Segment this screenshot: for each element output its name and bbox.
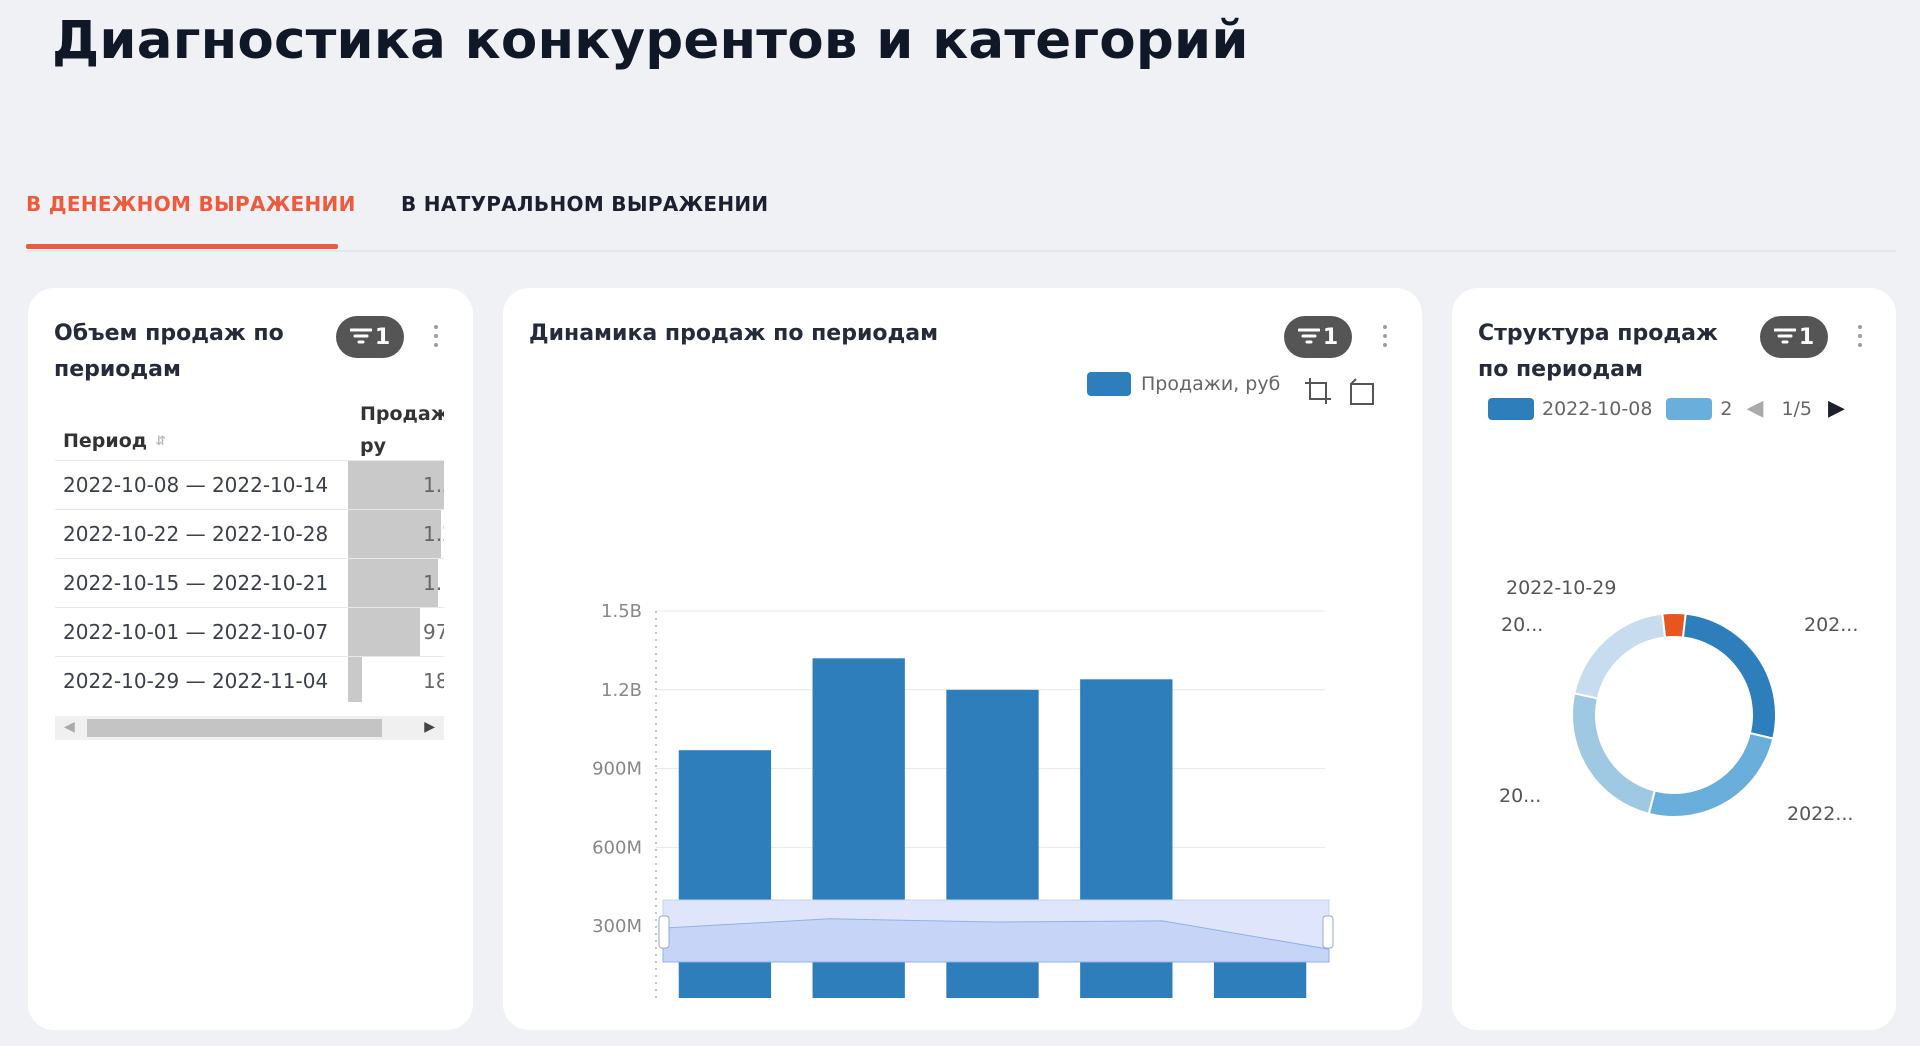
slice-label: 20... xyxy=(1499,785,1541,807)
value-bar xyxy=(348,608,420,656)
cell-period: 2022-10-08 — 2022-10-14 xyxy=(63,473,329,497)
value-bar xyxy=(348,657,362,702)
card-title: Структура продаж по периодам xyxy=(1478,321,1718,382)
slice-label: 20... xyxy=(1501,614,1543,636)
data-zoom-preview xyxy=(662,918,1330,963)
donut-slice[interactable] xyxy=(1571,692,1656,816)
value-bar xyxy=(348,559,438,607)
table-row[interactable]: 2022-10-01 — 2022-10-07 97 xyxy=(55,607,444,656)
legend-page-indicator: 1/5 xyxy=(1781,397,1813,420)
legend-swatch xyxy=(1666,397,1713,420)
donut-slice[interactable] xyxy=(1647,731,1775,818)
slice-label: 2022-10-29 xyxy=(1506,577,1616,599)
y-tick-label: 600M xyxy=(592,837,642,858)
table-row[interactable]: 2022-10-15 — 2022-10-21 1. xyxy=(55,558,444,607)
scroll-right-icon[interactable]: ▶ xyxy=(424,719,435,735)
scroll-left-icon[interactable]: ◀ xyxy=(64,719,75,735)
horizontal-scrollbar[interactable]: ◀ ▶ xyxy=(55,716,444,740)
donut-slice[interactable] xyxy=(1573,612,1667,700)
bar xyxy=(1213,957,1307,998)
value-bar xyxy=(348,510,441,558)
legend-label: 2022-10-08 xyxy=(1542,397,1653,420)
cell-period: 2022-10-22 — 2022-10-28 xyxy=(63,522,329,546)
zoom-handle-right[interactable] xyxy=(1322,915,1334,949)
card-sales-volume: Объем продаж по периодам 1 Продаж ру Пер… xyxy=(28,288,473,1030)
card-sales-structure: Структура продаж по периодам 1 2022-10-2… xyxy=(1452,288,1896,1030)
cell-sales-value: 97 xyxy=(423,620,444,644)
slice-label: 2022... xyxy=(1787,803,1853,825)
tab-bar: В ДЕНЕЖНОМ ВЫРАЖЕНИИ В НАТУРАЛЬНОМ ВЫРАЖ… xyxy=(26,186,1896,252)
cell-sales-value: 1. xyxy=(423,571,443,595)
value-bar xyxy=(348,461,444,509)
column-header-period[interactable]: Период ⇵ xyxy=(63,430,166,452)
filter-count: 1 xyxy=(1798,324,1815,350)
y-tick-label: 0 xyxy=(631,995,642,998)
donut-chart: 2022-10-29 202... 2022... 20... 20... xyxy=(1499,577,1858,825)
card-title: Объем продаж по периодам xyxy=(54,321,284,382)
cell-period: 2022-10-29 — 2022-11-04 xyxy=(63,669,329,693)
legend-prev-icon[interactable]: ◀ xyxy=(1746,396,1764,421)
filter-count: 1 xyxy=(374,324,391,350)
legend-swatch xyxy=(1087,372,1131,396)
cell-sales-value: 1.2 xyxy=(423,522,444,546)
legend-item[interactable]: 2 xyxy=(1666,397,1733,420)
card-title: Динамика продаж по периодам xyxy=(529,321,939,346)
column-header-sales[interactable]: Продаж ру xyxy=(360,403,444,457)
scroll-thumb[interactable] xyxy=(87,719,382,737)
filter-button[interactable]: 1 xyxy=(336,316,404,358)
legend-swatch xyxy=(1488,397,1534,420)
menu-icon[interactable] xyxy=(1854,322,1866,350)
table-row[interactable]: 2022-10-22 — 2022-10-28 1.2 xyxy=(55,509,444,558)
sort-icon[interactable]: ⇵ xyxy=(155,434,167,449)
legend-label: 2 xyxy=(1720,397,1733,420)
filter-count: 1 xyxy=(1322,324,1339,350)
table-row[interactable]: 2022-10-08 — 2022-10-14 1.3 xyxy=(55,460,444,509)
donut-slice[interactable] xyxy=(1661,612,1687,639)
y-tick-label: 1.5B xyxy=(601,601,642,622)
sales-table: Продаж ру Период ⇵ 2022-10-08 — 2022-10-1… xyxy=(55,398,444,702)
filter-button[interactable]: 1 xyxy=(1760,316,1828,358)
chart-legend[interactable]: Продажи, руб xyxy=(1087,372,1280,396)
cell-period: 2022-10-01 — 2022-10-07 xyxy=(63,620,329,644)
cell-period: 2022-10-15 — 2022-10-21 xyxy=(63,571,329,595)
page-title: Диагностика конкурентов и категорий xyxy=(52,10,1249,71)
menu-icon[interactable] xyxy=(430,322,442,350)
filter-icon xyxy=(1297,328,1320,344)
filter-icon xyxy=(349,328,372,344)
y-tick-label: 300M xyxy=(592,916,642,937)
y-tick-label: 900M xyxy=(592,759,642,780)
restore-icon[interactable] xyxy=(1347,376,1377,406)
column-header-period-label: Период xyxy=(63,430,148,452)
table-row[interactable]: 2022-10-29 — 2022-11-04 18 xyxy=(55,656,444,702)
card-sales-dynamics: Динамика продаж по периодам 1 Продажи, р… xyxy=(503,288,1422,1030)
tab-money[interactable]: В ДЕНЕЖНОМ ВЫРАЖЕНИИ xyxy=(26,192,356,216)
slice-label: 202... xyxy=(1804,614,1858,636)
cell-sales-value: 18 xyxy=(423,669,444,693)
filter-icon xyxy=(1773,328,1796,344)
tab-natural[interactable]: В НАТУРАЛЬНОМ ВЫРАЖЕНИИ xyxy=(401,192,769,216)
bar-chart: 0300M600M900M1.2B1.5BOct591317212529Nov xyxy=(592,601,1334,998)
menu-icon[interactable] xyxy=(1379,322,1391,350)
legend-next-icon[interactable]: ▶ xyxy=(1828,396,1845,421)
cell-sales-value: 1.3 xyxy=(423,473,444,497)
y-tick-label: 1.2B xyxy=(601,680,642,701)
legend-label: Продажи, руб xyxy=(1141,373,1281,395)
zoom-handle-left[interactable] xyxy=(658,915,670,949)
pie-legend: 2022-10-08 2 ◀ 1/5 ▶ xyxy=(1488,396,1845,421)
active-tab-underline xyxy=(26,244,338,249)
donut-slice[interactable] xyxy=(1681,612,1777,740)
crop-icon[interactable] xyxy=(1303,376,1333,406)
filter-button[interactable]: 1 xyxy=(1284,316,1352,358)
legend-item[interactable]: 2022-10-08 xyxy=(1488,397,1653,420)
